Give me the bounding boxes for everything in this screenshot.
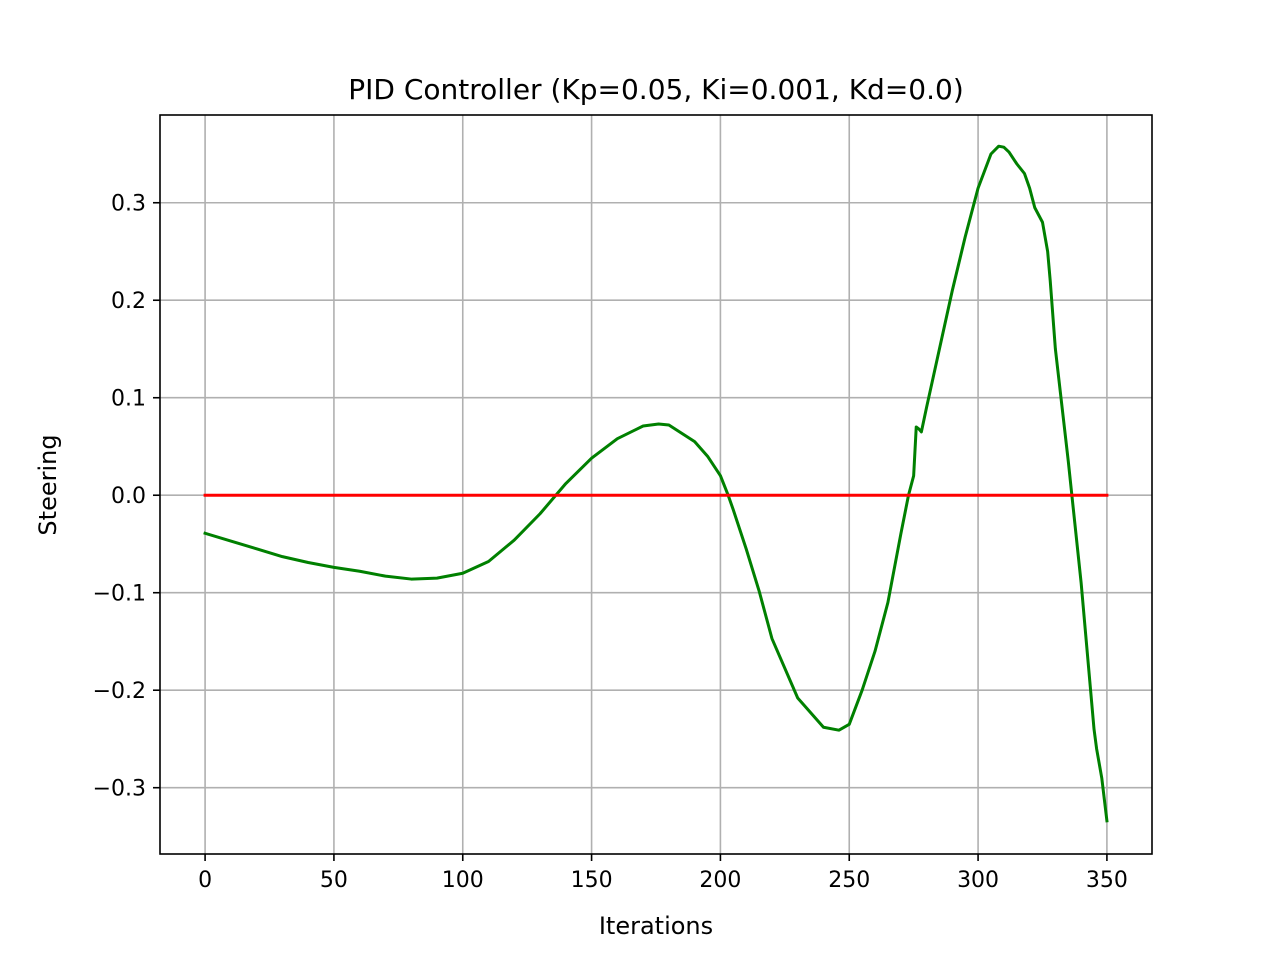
plot-area — [203, 144, 1109, 823]
axes-frame — [159, 114, 1153, 855]
x-tick-label: 150 — [571, 868, 613, 893]
y-tick-label: −0.3 — [93, 777, 146, 802]
x-tick-label: 50 — [320, 868, 348, 893]
y-tick-label: 0.2 — [111, 289, 146, 314]
y-tick-label: 0.0 — [111, 484, 146, 509]
y-tick-label: 0.3 — [111, 192, 146, 217]
chart-title: PID Controller (Kp=0.05, Ki=0.001, Kd=0.… — [348, 73, 964, 106]
y-tick-label: 0.1 — [111, 387, 146, 412]
x-tick-label: 200 — [699, 868, 741, 893]
ticks: 0 50 100 150 200 250 300 350 −0.3 −0.2 −0.1 0.0 0.1 0… — [93, 192, 1128, 893]
x-tick-label: 250 — [828, 868, 870, 893]
x-tick-label: 300 — [957, 868, 999, 893]
x-tick-label: 100 — [442, 868, 484, 893]
x-tick-label: 0 — [198, 868, 212, 893]
y-axis-label: Steering — [34, 434, 62, 535]
series-line-0 — [203, 144, 1109, 823]
grid — [160, 115, 1152, 854]
x-tick-label: 350 — [1086, 868, 1128, 893]
y-tick-label: −0.1 — [93, 582, 146, 607]
y-tick-label: −0.2 — [93, 679, 146, 704]
x-axis-label: Iterations — [599, 912, 713, 940]
